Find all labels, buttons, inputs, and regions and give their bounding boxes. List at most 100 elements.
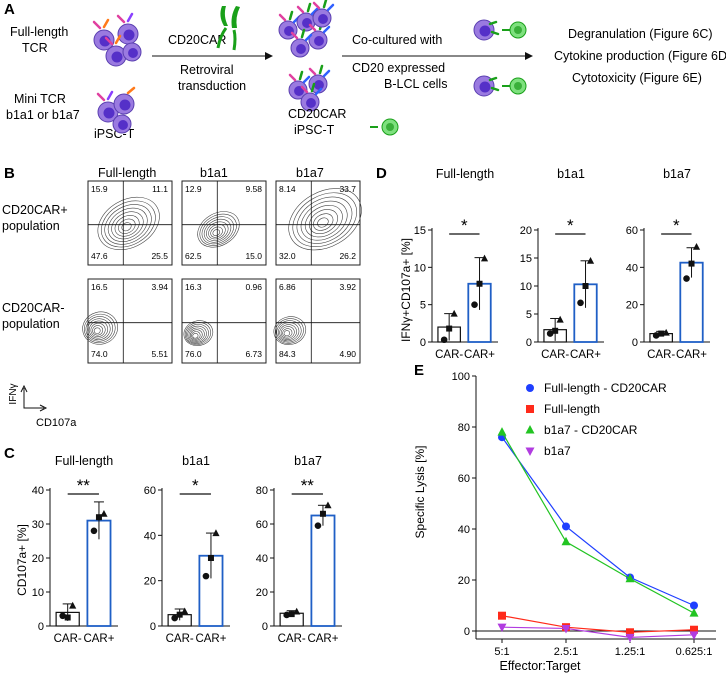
- y-tick-label: 0: [464, 626, 470, 638]
- receptor: [304, 33, 313, 42]
- quadrant-lower-left: 74.0: [91, 349, 108, 359]
- y-tick-label: 15: [520, 253, 532, 265]
- data-point: [64, 614, 71, 621]
- x-category-label: CAR-: [435, 349, 463, 361]
- data-point: [446, 325, 453, 332]
- quadrant-lower-left: 62.5: [185, 251, 202, 261]
- contour-line: [210, 226, 223, 238]
- y-tick-label: 0: [632, 337, 638, 349]
- data-point: [689, 631, 699, 640]
- contour-line: [275, 318, 304, 344]
- data-point: [658, 330, 665, 337]
- panel-e: E Specific Lysis [%] Effector:Target 0 20…: [413, 362, 716, 673]
- contour-line: [308, 209, 339, 235]
- receptor: [322, 69, 331, 78]
- y-tick-label: 60: [256, 519, 268, 531]
- data-point: [212, 529, 220, 537]
- cell-nucleus: [318, 14, 328, 24]
- quadrant-upper-right: 3.92: [339, 282, 356, 292]
- panel-b: B Full-length b1a1 b1a7 CD20CAR+ populat…: [2, 165, 362, 429]
- data-point: [497, 427, 507, 436]
- quadrant-lower-left: 84.3: [279, 349, 296, 359]
- panel-e-label: E: [414, 362, 424, 379]
- receptor: [126, 86, 136, 95]
- row-car-neg-line1: CD20CAR-: [2, 301, 65, 315]
- cell-illustrations: [92, 0, 527, 136]
- y-tick-label: 40: [144, 530, 156, 542]
- receptor: [102, 18, 110, 29]
- contour-line: [93, 327, 101, 334]
- receptor: [310, 7, 319, 16]
- contour-line: [208, 224, 226, 240]
- flow-plot-frame: [181, 278, 267, 364]
- cd20car-label: CD20CAR: [168, 33, 226, 47]
- contour-line: [203, 218, 232, 243]
- quadrant-upper-left: 15.9: [91, 184, 108, 194]
- chart-title: Full-length: [436, 167, 494, 181]
- chart-title: Full-length: [55, 454, 113, 468]
- panel-d-label: D: [376, 165, 387, 182]
- receptor: [126, 12, 134, 23]
- data-point: [440, 336, 448, 344]
- data-point: [314, 522, 322, 529]
- y-tick-label: 40: [626, 262, 638, 274]
- receptor: [488, 76, 498, 82]
- data-point: [176, 611, 183, 618]
- cocult-line2: CD20 expressed: [352, 61, 445, 75]
- contour-line: [104, 204, 152, 245]
- y-tick-label: 40: [32, 485, 44, 497]
- y-tick-label: 20: [626, 300, 638, 312]
- car-molecule-icon: [216, 6, 240, 51]
- receptor: [116, 14, 126, 24]
- x-axis-cd107a: CD107a: [36, 417, 77, 429]
- quadrant-lower-left: 32.0: [279, 251, 296, 261]
- data-point: [471, 301, 478, 308]
- data-point: [556, 315, 564, 323]
- col-title-b1a1: b1a1: [200, 166, 228, 180]
- y-tick-label: 80: [458, 422, 470, 434]
- full-length-tcr-line2: TCR: [22, 41, 48, 55]
- data-point: [561, 536, 571, 546]
- row-car-neg-line2: population: [2, 317, 60, 331]
- cell-nucleus: [306, 98, 316, 108]
- receptor: [488, 20, 498, 26]
- x-category-label: CAR+: [676, 349, 707, 361]
- panel-e-ylabel: Specific Lysis [%]: [413, 446, 427, 539]
- x-tick-label: 2.5:1: [554, 646, 578, 658]
- bar: [310, 514, 336, 627]
- y-tick-label: 0: [150, 621, 156, 633]
- flow-plot-frame: [87, 278, 173, 364]
- contour-line: [114, 215, 140, 237]
- contour-line: [282, 328, 293, 338]
- x-category-label: CAR+: [307, 633, 338, 645]
- quadrant-lower-right: 6.73: [245, 349, 262, 359]
- panel-e-xlabel: Effector:Target: [499, 659, 581, 673]
- y-tick-label: 10: [520, 281, 532, 293]
- y-tick-label: 20: [144, 576, 156, 588]
- contour-line: [201, 216, 235, 245]
- outcome-cytotoxicity: Cytotoxicity (Figure 6E): [572, 71, 702, 85]
- contour-line: [292, 192, 357, 248]
- contour-line: [279, 324, 297, 340]
- series-line: [501, 615, 695, 633]
- retroviral-line1: Retroviral: [180, 63, 234, 77]
- contour-line: [107, 207, 148, 242]
- y-tick-label: 0: [526, 337, 532, 349]
- y-tick-label: 100: [452, 371, 470, 383]
- flow-plot-grid: 15.9 11.1 47.6 25.5 12.9 9.58 62.5 15.0 8.14 33.7…: [82, 180, 362, 364]
- data-point: [202, 572, 210, 580]
- contour-line: [85, 316, 114, 342]
- y-tick-label: 5: [420, 300, 426, 312]
- contour-line: [111, 211, 144, 240]
- data-point: [662, 328, 670, 336]
- data-point: [582, 283, 589, 289]
- data-point: [526, 384, 534, 392]
- data-point: [319, 510, 326, 517]
- data-point: [688, 260, 695, 267]
- quadrant-lower-right: 5.51: [151, 349, 168, 359]
- data-point: [689, 608, 699, 617]
- data-point: [59, 612, 66, 620]
- data-point: [652, 332, 660, 339]
- receptor: [308, 23, 317, 32]
